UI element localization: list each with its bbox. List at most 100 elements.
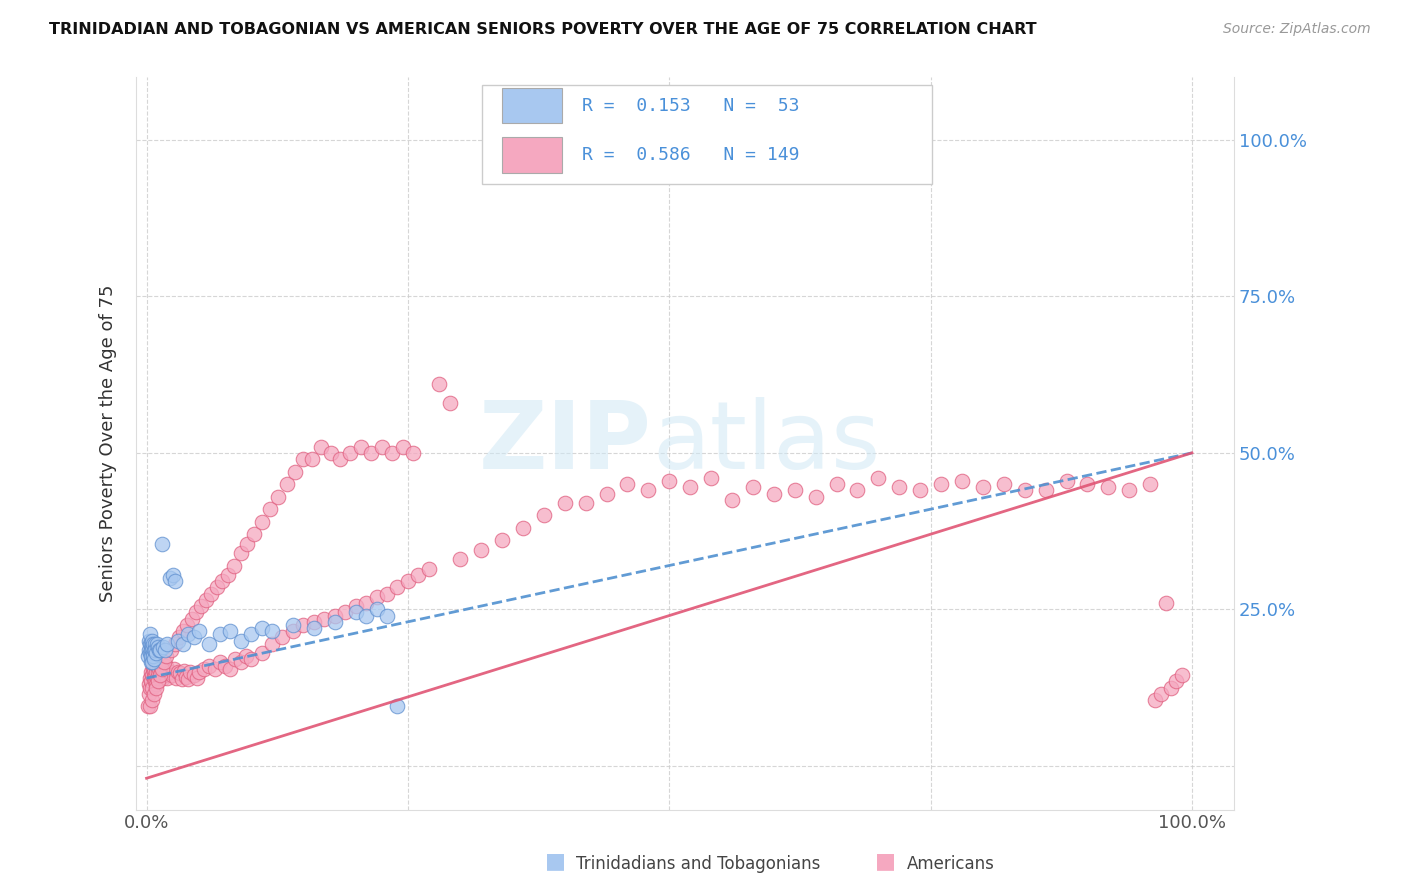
Point bbox=[208, 627, 231, 641]
Point bbox=[136, 649, 159, 664]
Point bbox=[219, 662, 242, 676]
Point bbox=[148, 643, 170, 657]
Point bbox=[219, 624, 242, 639]
Point bbox=[149, 668, 172, 682]
Point bbox=[145, 665, 167, 679]
Point bbox=[1170, 668, 1192, 682]
Point bbox=[146, 637, 169, 651]
Point bbox=[1149, 687, 1171, 701]
Point bbox=[184, 606, 207, 620]
Point bbox=[150, 662, 173, 676]
Point bbox=[868, 471, 890, 485]
Point bbox=[138, 637, 160, 651]
Point bbox=[512, 521, 534, 535]
Point bbox=[138, 627, 160, 641]
Point bbox=[156, 637, 179, 651]
Point bbox=[159, 643, 181, 657]
Point bbox=[366, 602, 388, 616]
Point bbox=[142, 665, 165, 679]
Point bbox=[150, 668, 173, 682]
Point bbox=[155, 668, 177, 682]
FancyBboxPatch shape bbox=[482, 85, 932, 184]
Point bbox=[637, 483, 659, 498]
Point bbox=[155, 643, 177, 657]
Point bbox=[150, 536, 173, 550]
Point bbox=[575, 496, 598, 510]
Point bbox=[679, 480, 702, 494]
Point bbox=[387, 581, 409, 595]
Point bbox=[211, 574, 233, 589]
Point bbox=[366, 590, 388, 604]
Point bbox=[250, 515, 273, 529]
Point bbox=[533, 508, 555, 523]
Point bbox=[167, 665, 190, 679]
Point bbox=[260, 624, 283, 639]
Point bbox=[217, 567, 239, 582]
Point bbox=[1014, 483, 1036, 498]
Point bbox=[292, 618, 315, 632]
Point bbox=[141, 640, 163, 654]
Text: Trinidadians and Tobagonians: Trinidadians and Tobagonians bbox=[576, 855, 821, 872]
Point bbox=[418, 561, 440, 575]
Point bbox=[155, 649, 177, 664]
Point bbox=[1144, 693, 1167, 707]
Point bbox=[172, 673, 194, 687]
Point bbox=[381, 446, 404, 460]
Point bbox=[190, 599, 212, 614]
Point bbox=[160, 668, 183, 682]
Point bbox=[177, 627, 200, 641]
Point bbox=[1056, 474, 1078, 488]
Point bbox=[402, 446, 425, 460]
Point bbox=[267, 490, 290, 504]
Point bbox=[236, 536, 259, 550]
Point bbox=[491, 533, 513, 548]
Point bbox=[145, 681, 167, 695]
Point bbox=[146, 674, 169, 689]
Point bbox=[335, 606, 357, 620]
Point bbox=[350, 440, 373, 454]
Point bbox=[240, 652, 263, 666]
Point bbox=[159, 665, 181, 679]
Point bbox=[142, 652, 165, 666]
Point bbox=[229, 546, 252, 560]
Point bbox=[391, 440, 413, 454]
Point bbox=[276, 477, 298, 491]
Point bbox=[721, 492, 744, 507]
Text: atlas: atlas bbox=[652, 398, 880, 490]
Point bbox=[163, 662, 186, 676]
Point bbox=[281, 624, 304, 639]
Point bbox=[1076, 477, 1098, 491]
Point bbox=[1035, 483, 1057, 498]
Point bbox=[950, 474, 973, 488]
Point bbox=[142, 646, 165, 660]
Point bbox=[142, 637, 165, 651]
Point bbox=[889, 480, 911, 494]
Point bbox=[595, 486, 617, 500]
Point bbox=[186, 671, 208, 685]
Point bbox=[143, 674, 166, 689]
Point bbox=[309, 440, 332, 454]
Point bbox=[658, 474, 681, 488]
Point bbox=[302, 615, 325, 629]
Point bbox=[408, 567, 430, 582]
Point bbox=[173, 664, 195, 678]
Point bbox=[281, 618, 304, 632]
Point bbox=[138, 687, 160, 701]
Point bbox=[138, 677, 160, 691]
Point bbox=[139, 649, 162, 664]
Point bbox=[375, 587, 398, 601]
Point bbox=[214, 658, 236, 673]
Point bbox=[139, 674, 162, 689]
Point bbox=[323, 608, 346, 623]
Point bbox=[301, 452, 323, 467]
Point bbox=[138, 646, 160, 660]
Point bbox=[167, 631, 190, 645]
Point bbox=[762, 486, 785, 500]
Point bbox=[156, 671, 179, 685]
Point bbox=[260, 637, 283, 651]
Point bbox=[165, 671, 187, 685]
Point bbox=[329, 452, 352, 467]
Point bbox=[302, 621, 325, 635]
Point bbox=[143, 643, 166, 657]
Point bbox=[284, 465, 307, 479]
